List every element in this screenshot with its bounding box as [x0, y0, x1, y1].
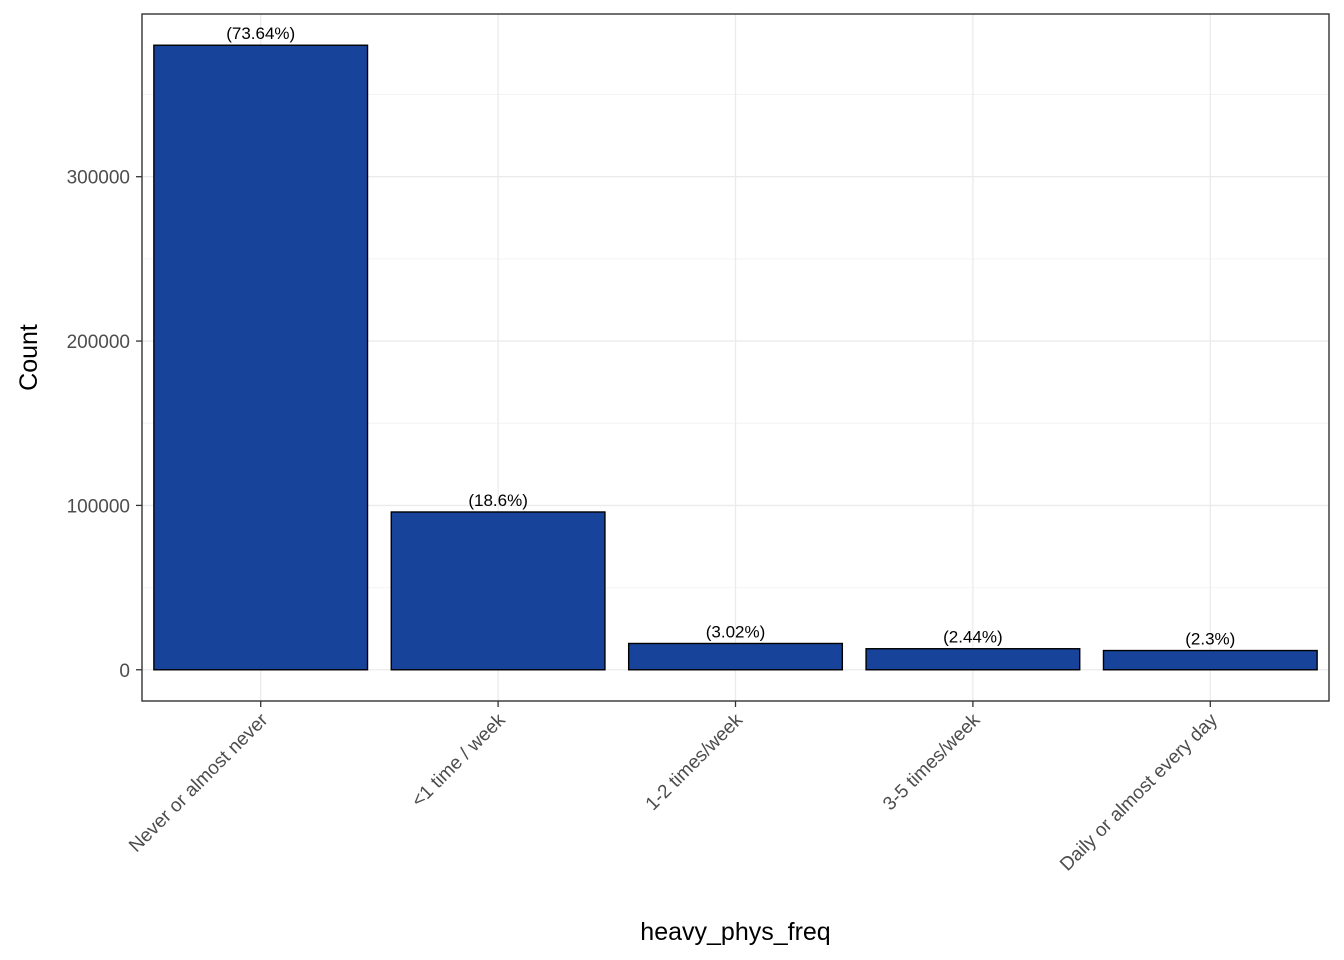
bar-data-label: (3.02%)	[706, 622, 766, 641]
data-labels: (73.64%) (18.6%) (3.02%) (2.44%) (2.3%)	[226, 24, 1235, 648]
bar-data-label: (18.6%)	[468, 491, 528, 510]
bar	[1102, 649, 1318, 671]
y-tick-label: 300000	[67, 168, 130, 189]
y-tick-label: 200000	[67, 332, 130, 353]
bar	[627, 642, 844, 671]
bars	[153, 44, 1318, 671]
bar	[865, 648, 1081, 671]
y-tick-label: 0	[119, 661, 130, 682]
y-tick-label: 100000	[67, 496, 130, 517]
bar-data-label: (2.44%)	[943, 628, 1003, 647]
x-axis-title: heavy_phys_freq	[640, 918, 830, 946]
y-axis: 0 100000 200000 300000	[67, 168, 142, 682]
bar	[153, 44, 369, 671]
bar-data-label: (2.3%)	[1185, 630, 1235, 649]
y-axis-title: Count	[15, 324, 43, 391]
bar	[390, 511, 606, 671]
bar-data-label: (73.64%)	[226, 24, 295, 43]
